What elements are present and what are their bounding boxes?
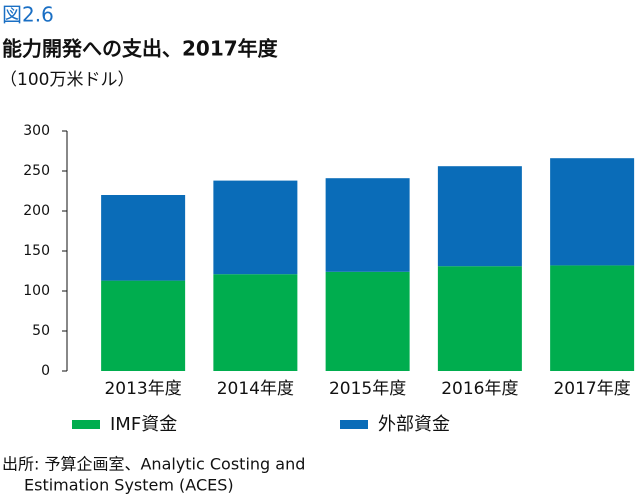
x-tick-label: 2017年度: [553, 379, 630, 399]
legend-swatch: [340, 420, 368, 429]
y-tick-label: 300: [23, 123, 50, 139]
bar-segment: [550, 265, 635, 371]
x-tick-label: 2016年度: [441, 379, 518, 399]
figure-label: 図2.6: [2, 3, 54, 27]
legend-swatch: [72, 420, 100, 429]
y-tick-label: 150: [23, 243, 50, 259]
chart-title: 能力開発への支出、2017年度: [2, 37, 279, 61]
source-note: Estimation System (ACES): [24, 476, 234, 495]
x-tick-label: 2015年度: [329, 379, 406, 399]
bar-segment: [325, 271, 410, 371]
y-tick-label: 200: [23, 203, 50, 219]
bar-segment: [437, 166, 522, 267]
chart-subtitle: （100万米ドル）: [0, 70, 134, 90]
bar-segment: [550, 158, 635, 266]
bar-segment: [325, 178, 410, 272]
x-tick-label: 2014年度: [217, 379, 294, 399]
bar-segment: [213, 180, 298, 275]
x-tick-label: 2013年度: [104, 379, 181, 399]
y-tick-label: 250: [23, 163, 50, 179]
y-tick-label: 50: [32, 323, 50, 339]
bar-segment: [101, 280, 186, 371]
source-note: 出所: 予算企画室、Analytic Costing and: [2, 455, 305, 474]
bar-segment: [101, 195, 186, 281]
y-tick-label: 100: [23, 283, 50, 299]
y-tick-label: 0: [41, 363, 50, 379]
legend-label: 外部資金: [378, 414, 450, 435]
legend-label: IMF資金: [110, 414, 177, 435]
bar-segment: [437, 266, 522, 371]
bar-segment: [213, 274, 298, 371]
